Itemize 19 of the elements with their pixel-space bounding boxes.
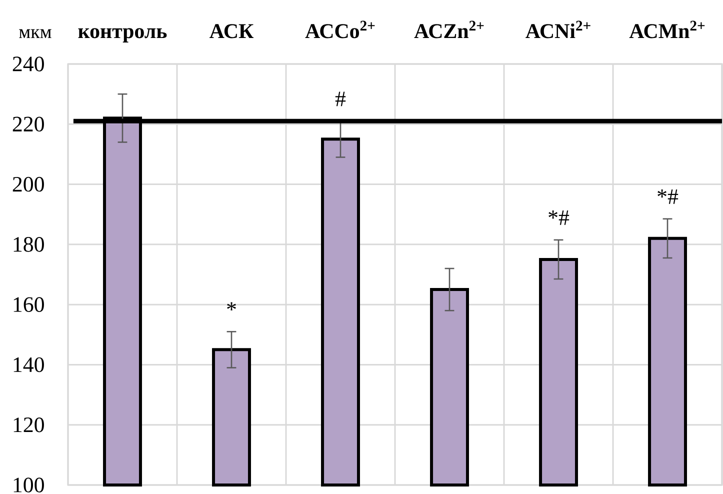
x-tick-label: АСК: [210, 24, 254, 38]
y-tick-label: 240: [12, 56, 44, 72]
y-tick-label: 180: [14, 237, 44, 252]
y-tick-label: 100: [14, 478, 44, 492]
y-tick-label: 160: [14, 297, 44, 312]
y-tick-label: 120: [14, 417, 44, 432]
y-axis-title: мкм: [19, 29, 52, 38]
annotation: *#: [658, 190, 678, 204]
y-tick-label: 140: [14, 357, 44, 372]
x-tick-label: АСCo$^{2+}$: [305, 20, 375, 38]
y-tick-label: 200: [12, 176, 44, 192]
annotation: *: [227, 302, 236, 310]
annotation: *#: [548, 210, 570, 225]
x-tick-label: АСZn$^{2+}$: [414, 20, 484, 38]
y-tick-label: 220: [12, 116, 44, 132]
x-tick-label: контроль: [78, 28, 167, 42]
x-tick-label: АСNi$^{2+}$: [526, 20, 590, 38]
annotation: #: [335, 92, 346, 106]
x-tick-label: АСMn$^{2+}$: [629, 20, 705, 38]
